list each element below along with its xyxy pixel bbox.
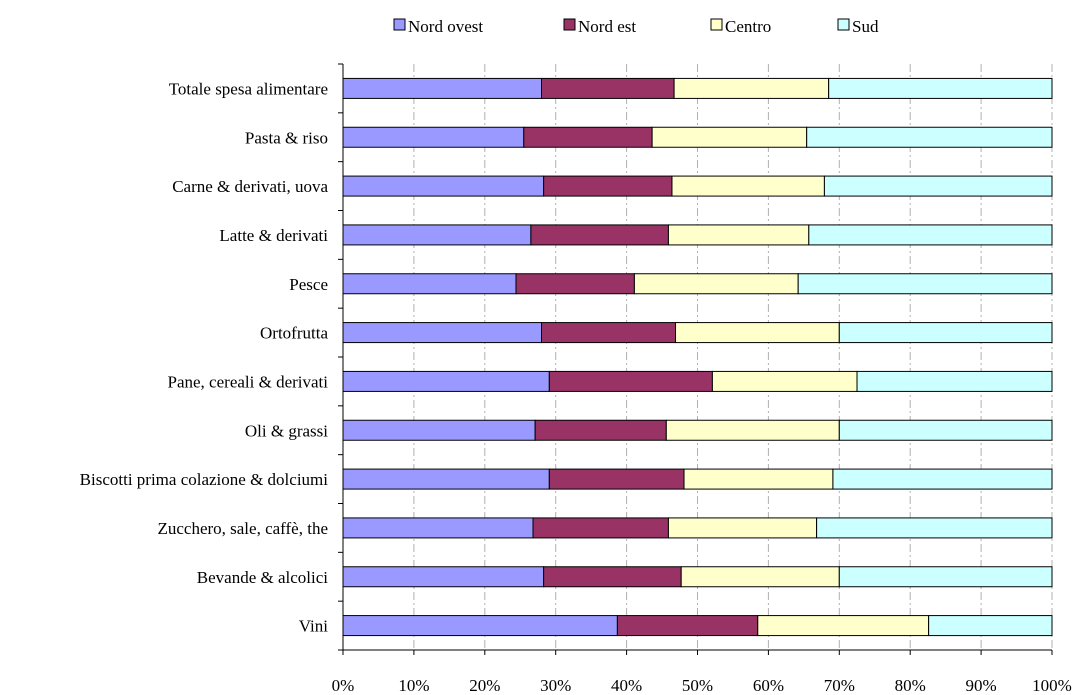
bar-segment bbox=[823, 175, 1053, 197]
bar-segment bbox=[541, 322, 677, 344]
bar-segment bbox=[342, 517, 534, 539]
bar-segment bbox=[651, 126, 808, 148]
category-label: Latte & derivati bbox=[219, 226, 328, 245]
bar-segment bbox=[675, 322, 840, 344]
axes bbox=[338, 63, 1053, 655]
bar-segment bbox=[928, 615, 1053, 637]
x-tick-label: 70% bbox=[824, 676, 855, 695]
bar-segment bbox=[683, 468, 834, 490]
bar-segment bbox=[838, 322, 1053, 344]
bar-segment bbox=[541, 77, 675, 99]
bar-segment bbox=[671, 175, 825, 197]
bar-segment bbox=[667, 224, 810, 246]
bar-segment bbox=[342, 273, 517, 295]
bar-segment bbox=[806, 126, 1053, 148]
legend-swatch bbox=[563, 18, 576, 31]
category-label: Bevande & alcolici bbox=[197, 568, 329, 587]
bar-segment bbox=[548, 370, 713, 392]
x-tick-label: 40% bbox=[611, 676, 642, 695]
legend: Nord ovest Nord est Centro Sud bbox=[393, 17, 879, 36]
x-tick-label: 0% bbox=[332, 676, 355, 695]
bar-segment bbox=[832, 468, 1053, 490]
bar-segment bbox=[532, 517, 669, 539]
gridlines bbox=[413, 64, 1053, 650]
x-tick-label: 10% bbox=[398, 676, 429, 695]
bar-segment bbox=[342, 419, 536, 441]
bar-segment bbox=[828, 77, 1053, 99]
bar-segment bbox=[342, 566, 545, 588]
x-tick-label: 100% bbox=[1032, 676, 1072, 695]
x-tick-label: 50% bbox=[682, 676, 713, 695]
category-label: Pesce bbox=[289, 275, 328, 294]
bar-segment bbox=[856, 370, 1053, 392]
bar-segment bbox=[534, 419, 667, 441]
bar-segment bbox=[797, 273, 1053, 295]
bar-segment bbox=[543, 566, 682, 588]
bar-segment bbox=[523, 126, 653, 148]
bar-segment bbox=[665, 419, 840, 441]
bar-segment bbox=[342, 77, 543, 99]
bar-segment bbox=[548, 468, 685, 490]
legend-label: Nord est bbox=[578, 17, 636, 36]
category-label: Pane, cereali & derivati bbox=[168, 372, 329, 391]
bar-segment bbox=[757, 615, 930, 637]
bar-segment bbox=[816, 517, 1053, 539]
category-label: Biscotti prima colazione & dolciumi bbox=[80, 470, 329, 489]
legend-label: Sud bbox=[852, 17, 879, 36]
legend-label: Centro bbox=[725, 17, 771, 36]
x-tick-label: 90% bbox=[966, 676, 997, 695]
bar-segment bbox=[342, 468, 550, 490]
bar-segment bbox=[673, 77, 830, 99]
legend-swatch bbox=[393, 18, 406, 31]
x-tick-label: 20% bbox=[469, 676, 500, 695]
x-tick-label: 80% bbox=[895, 676, 926, 695]
bar-segment bbox=[616, 615, 759, 637]
category-label: Totale spesa alimentare bbox=[169, 79, 328, 98]
bar-segment bbox=[543, 175, 673, 197]
category-label: Vini bbox=[299, 617, 328, 636]
x-tick-labels: 0% 10% 20% 30% 40% 50% 60% 70% 80% 90% 100% bbox=[332, 676, 1072, 695]
legend-label: Nord ovest bbox=[408, 17, 483, 36]
category-labels: Totale spesa alimentare Pasta & riso Carne… bbox=[80, 79, 329, 635]
bar-segment bbox=[342, 126, 525, 148]
bar-segment bbox=[515, 273, 635, 295]
bar-segment bbox=[838, 419, 1053, 441]
bar-segment bbox=[667, 517, 818, 539]
x-tick-label: 60% bbox=[753, 676, 784, 695]
legend-swatch bbox=[837, 18, 850, 31]
category-label: Zucchero, sale, caffè, the bbox=[157, 519, 328, 538]
bar-segment bbox=[342, 224, 532, 246]
bar-segment bbox=[680, 566, 840, 588]
category-label: Pasta & riso bbox=[245, 128, 328, 147]
category-label: Carne & derivati, uova bbox=[172, 177, 328, 196]
bars bbox=[342, 77, 1053, 637]
legend-swatch bbox=[710, 18, 723, 31]
bar-segment bbox=[342, 322, 543, 344]
bar-segment bbox=[711, 370, 858, 392]
bar-segment bbox=[838, 566, 1053, 588]
bar-segment bbox=[633, 273, 799, 295]
x-tick-label: 30% bbox=[540, 676, 571, 695]
category-label: Oli & grassi bbox=[245, 421, 328, 440]
bar-segment bbox=[342, 615, 618, 637]
bar-segment bbox=[342, 370, 550, 392]
category-label: Ortofrutta bbox=[260, 324, 328, 343]
bar-segment bbox=[530, 224, 669, 246]
bar-segment bbox=[342, 175, 545, 197]
bar-segment bbox=[808, 224, 1053, 246]
